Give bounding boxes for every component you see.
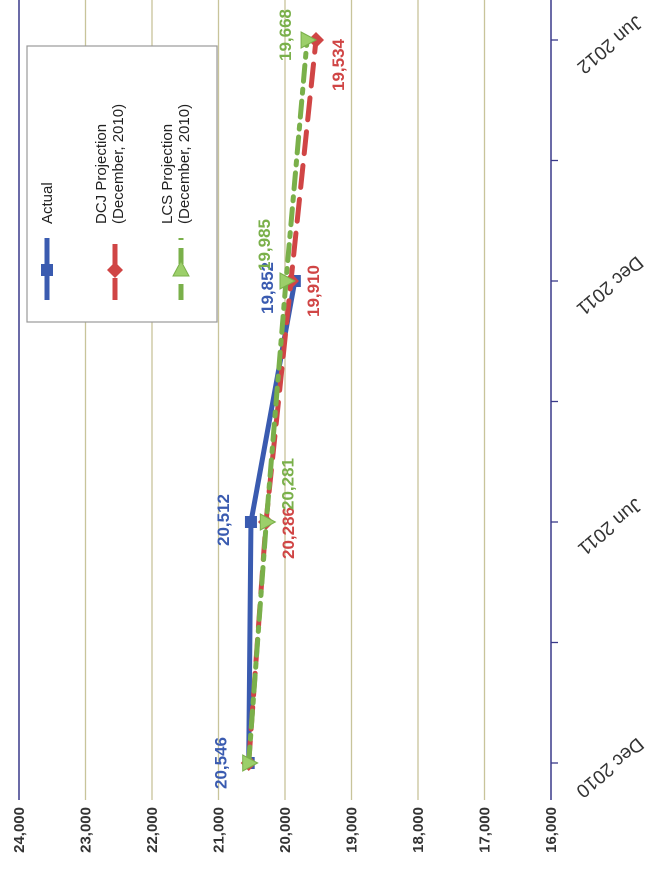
series-lines xyxy=(240,31,324,772)
legend-label: LCS Projection xyxy=(159,124,176,224)
y-tick-label: 21,000 xyxy=(211,807,228,853)
legend-swatch-marker xyxy=(41,264,53,276)
data-point-marker xyxy=(242,754,259,772)
y-tick-label: 18,000 xyxy=(410,807,427,853)
legend-label: Actual xyxy=(39,182,56,224)
axes xyxy=(18,0,558,800)
legend-label-secondary: (December, 2010) xyxy=(176,104,193,224)
data-point-marker xyxy=(279,272,297,290)
y-tick-label: 22,000 xyxy=(144,807,161,853)
data-label: 20,546 xyxy=(212,737,231,789)
data-labels: 20,546 20,512 19,852 20,286 19,910 19,534 20,2… xyxy=(212,9,348,789)
data-label: 19,910 xyxy=(304,265,323,317)
data-label: 20,286 xyxy=(279,507,298,559)
data-label: 20,281 xyxy=(278,458,297,510)
legend-label-secondary: (December, 2010) xyxy=(110,104,127,224)
data-point-marker xyxy=(244,516,257,528)
y-axis-tick-labels: 24,000 23,000 22,000 21,000 20,000 19,000 18,0… xyxy=(11,807,560,853)
data-label: 20,512 xyxy=(214,494,233,546)
legend-swatch-marker xyxy=(172,259,190,277)
y-tick-label: 20,000 xyxy=(277,807,294,853)
y-tick-label: 19,000 xyxy=(344,807,361,853)
data-point-marker xyxy=(300,31,318,49)
legend-label: DCJ Projection xyxy=(93,124,110,224)
y-tick-label: 23,000 xyxy=(78,807,95,853)
series-line xyxy=(246,37,310,766)
data-label: 19,534 xyxy=(329,38,348,91)
data-label: 19,985 xyxy=(255,219,274,271)
y-tick-label: 16,000 xyxy=(543,807,560,853)
data-point-marker xyxy=(259,513,277,531)
legend-swatch-marker xyxy=(107,262,123,278)
legend: Actual DCJ Projection (December, 2010) LCS … xyxy=(26,45,218,323)
data-label: 19,668 xyxy=(276,9,295,61)
y-tick-label: 17,000 xyxy=(477,807,494,853)
y-tick-label: 24,000 xyxy=(11,807,28,853)
data-label: 19,852 xyxy=(258,262,277,314)
